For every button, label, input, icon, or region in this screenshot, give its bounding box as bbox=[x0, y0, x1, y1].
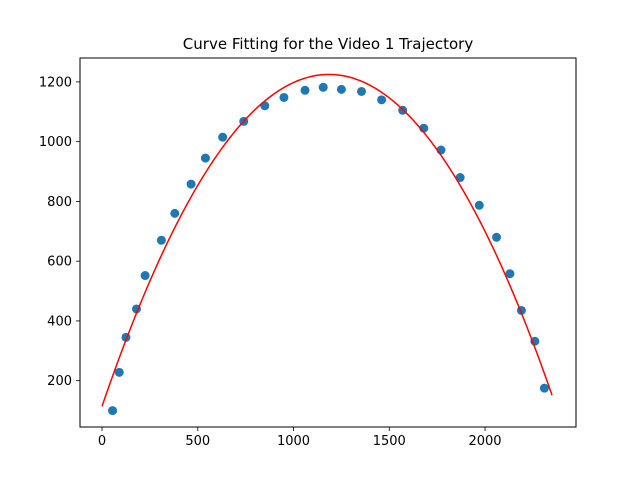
plot-frame bbox=[79, 57, 577, 428]
x-tick-label: 1000 bbox=[277, 434, 310, 449]
data-point bbox=[300, 85, 310, 95]
data-point bbox=[108, 406, 118, 416]
y-tick-label: 400 bbox=[47, 314, 72, 329]
y-tick-label: 800 bbox=[47, 195, 72, 210]
data-point bbox=[140, 271, 150, 281]
data-point bbox=[455, 173, 465, 183]
data-point bbox=[505, 269, 515, 279]
data-point bbox=[156, 235, 166, 245]
data-point bbox=[474, 200, 484, 210]
data-point bbox=[318, 82, 328, 92]
x-tick-label: 2000 bbox=[468, 434, 501, 449]
x-axis: 0 500 1000 1500 2000 bbox=[98, 427, 502, 449]
y-tick-label: 1200 bbox=[39, 75, 72, 90]
y-tick-label: 600 bbox=[47, 255, 72, 270]
data-point bbox=[492, 232, 502, 242]
fit-curve bbox=[101, 73, 553, 407]
chart-title: Curve Fitting for the Video 1 Trajectory bbox=[183, 35, 474, 53]
data-point bbox=[357, 86, 367, 96]
data-point bbox=[170, 208, 180, 218]
y-tick-label: 1000 bbox=[39, 135, 72, 150]
y-axis: 200 400 600 800 1000 1200 bbox=[39, 75, 80, 389]
x-tick-label: 1500 bbox=[373, 434, 406, 449]
x-tick-label: 0 bbox=[98, 434, 106, 449]
plot-area bbox=[101, 73, 553, 416]
x-tick-label: 500 bbox=[185, 434, 210, 449]
y-tick-label: 200 bbox=[47, 374, 72, 389]
data-point bbox=[377, 95, 387, 105]
data-point bbox=[279, 92, 289, 102]
data-point bbox=[539, 383, 549, 393]
data-point bbox=[218, 132, 228, 142]
data-point bbox=[186, 179, 196, 189]
data-point bbox=[200, 153, 210, 163]
data-point bbox=[336, 84, 346, 94]
data-point bbox=[114, 367, 124, 377]
